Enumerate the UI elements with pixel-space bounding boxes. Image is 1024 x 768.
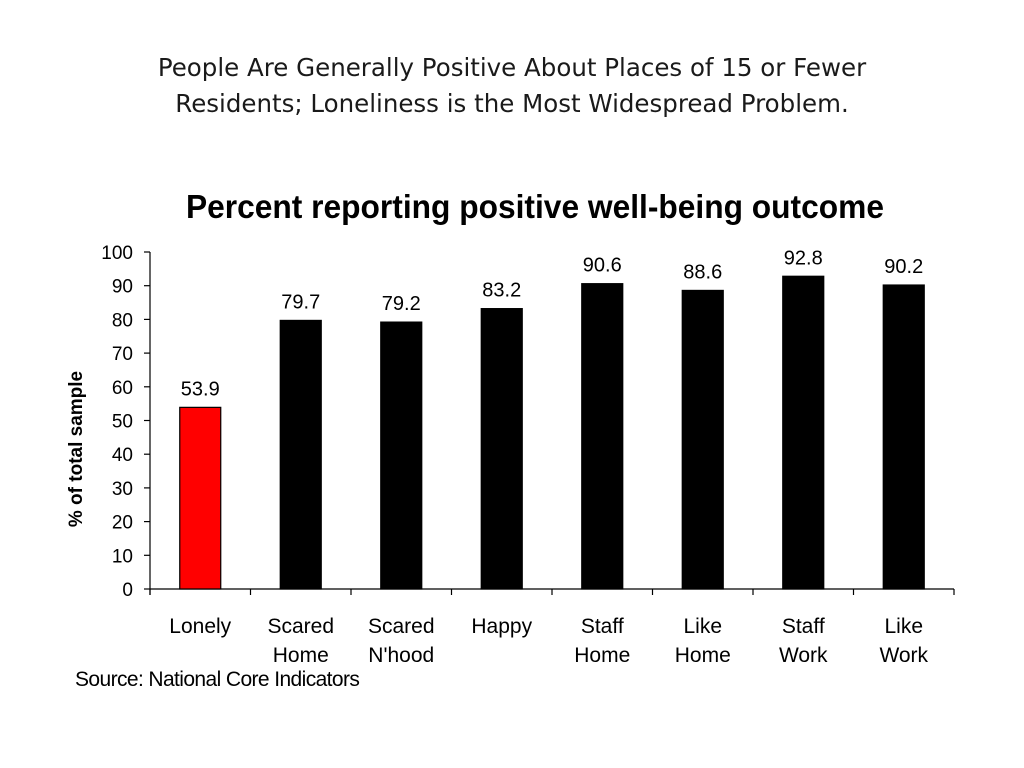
data-label: 79.7 <box>281 291 320 313</box>
x-tick-label: Staff <box>581 615 624 638</box>
data-label: 88.6 <box>683 261 722 283</box>
bar <box>380 321 423 590</box>
bar <box>279 319 322 590</box>
x-tick-label: Like <box>683 615 722 638</box>
slide-title-line-2: Residents; Loneliness is the Most Widesp… <box>175 89 849 118</box>
x-tick-label: Scared <box>267 615 334 638</box>
plot-area: 0 10 20 30 40 50 60 70 80 90 100 53.9 Lonely 79.7 Scar… <box>101 243 955 667</box>
bar <box>581 283 624 590</box>
x-tick-label: Home <box>574 644 630 667</box>
x-tick-label: Scared <box>368 615 435 638</box>
y-tick-label: 90 <box>112 277 133 298</box>
y-tick-label: 60 <box>112 378 133 399</box>
source-note: Source: National Core Indicators <box>75 668 360 691</box>
slide-title-line-1: People Are Generally Positive About Plac… <box>157 53 867 82</box>
y-tick-label: 100 <box>101 243 133 264</box>
x-tick-label: Work <box>779 644 828 667</box>
bar <box>782 275 825 590</box>
y-tick-label: 10 <box>112 546 133 567</box>
slide-title: People Are Generally Positive About Plac… <box>60 50 964 122</box>
bar <box>882 284 925 590</box>
bar <box>480 308 523 590</box>
y-axis-label: % of total sample <box>66 371 87 527</box>
bar <box>179 406 222 590</box>
data-label: 90.2 <box>884 256 923 278</box>
y-tick-label: 30 <box>112 479 133 500</box>
chart-title: Percent reporting positive well-being ou… <box>186 188 884 225</box>
x-tick-label: Lonely <box>169 615 231 638</box>
y-tick-label: 20 <box>112 513 133 534</box>
x-tick-label: N'hood <box>368 644 434 667</box>
x-tick-label: Staff <box>782 615 825 638</box>
x-tick-label: Happy <box>471 615 532 638</box>
x-tick-label: Work <box>879 644 928 667</box>
x-tick-label: Like <box>884 615 923 638</box>
x-tick-label: Home <box>675 644 731 667</box>
y-tick-label: 50 <box>112 412 133 433</box>
y-tick-label: 40 <box>112 445 133 466</box>
y-tick-label: 70 <box>112 344 133 365</box>
y-tick-label: 80 <box>112 310 133 331</box>
y-tick-label: 0 <box>122 580 133 601</box>
data-label: 79.2 <box>382 293 421 315</box>
data-label: 90.6 <box>583 255 622 277</box>
data-label: 92.8 <box>784 247 823 269</box>
data-label: 83.2 <box>482 280 521 302</box>
x-tick-label: Home <box>273 644 329 667</box>
data-label: 53.9 <box>181 378 220 400</box>
bar <box>681 289 724 590</box>
